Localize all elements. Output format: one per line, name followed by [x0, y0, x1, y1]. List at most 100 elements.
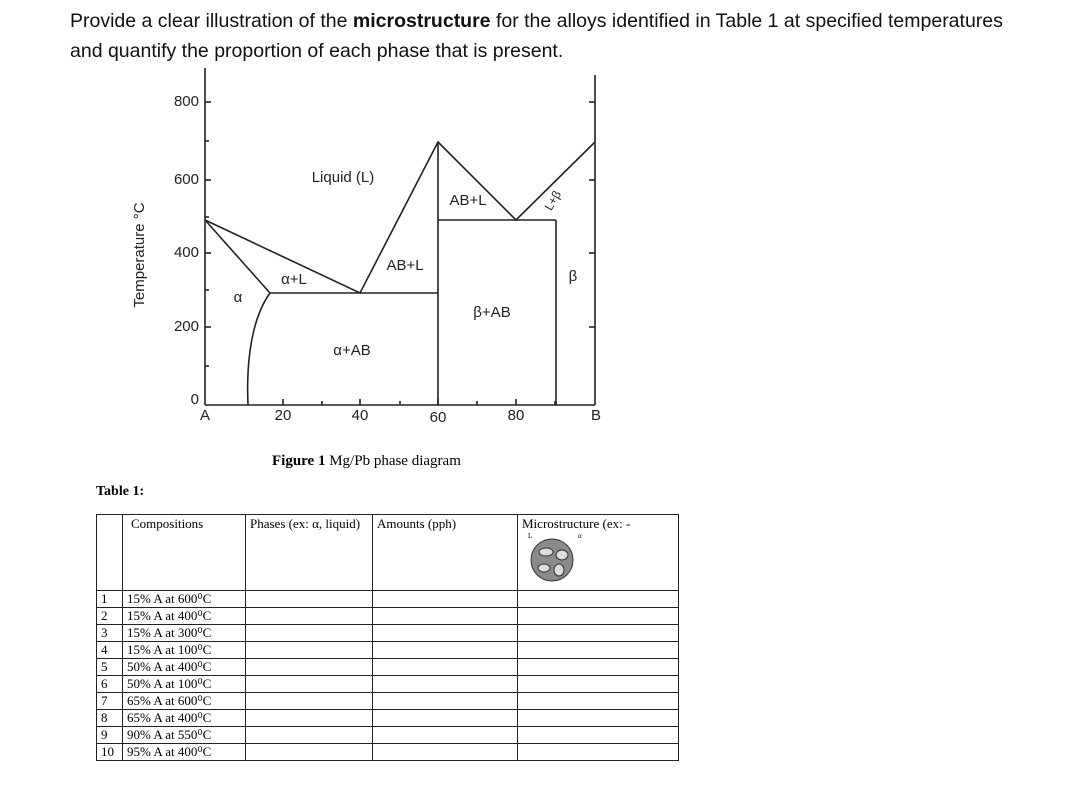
text: Provide a clear illustration of the [70, 10, 353, 32]
example-label: L [528, 532, 532, 540]
composition: 95% A at 400⁰C [122, 743, 246, 761]
cell [517, 743, 679, 761]
tick-label: A [200, 407, 210, 424]
cell [245, 624, 373, 642]
region-label: α+AB [333, 342, 370, 359]
row-number: 4 [96, 641, 123, 659]
row: 10 95% A at 400⁰C [96, 743, 679, 761]
row: 7 65% A at 600⁰C [96, 692, 679, 710]
cell [372, 624, 518, 642]
particle [553, 563, 565, 577]
instructions: Provide a clear illustration of the micr… [70, 6, 1010, 66]
cell [372, 641, 518, 659]
composition: 15% A at 100⁰C [122, 641, 246, 659]
tick-label: 0 [191, 391, 199, 408]
row: 6 50% A at 100⁰C [96, 675, 679, 693]
row: 8 65% A at 400⁰C [96, 709, 679, 727]
row: 9 90% A at 550⁰C [96, 726, 679, 744]
tick-label: 80 [508, 407, 525, 424]
row-number: 6 [96, 675, 123, 693]
cell [517, 641, 679, 659]
composition: 15% A at 400⁰C [122, 607, 246, 625]
grain [530, 538, 574, 582]
cell [517, 607, 679, 625]
composition: 65% A at 600⁰C [122, 692, 246, 710]
region-label: Liquid (L) [312, 169, 375, 186]
axis-label: Temperature °C [131, 202, 148, 307]
region-label: α [234, 289, 243, 306]
cell [245, 709, 373, 727]
cell [372, 709, 518, 727]
region-label: β [569, 268, 578, 285]
header-row: Compositions Phases (ex: α, liquid) Amou… [96, 514, 679, 591]
phase-diagram: Temperature °C 800 600 400 200 0 A 20 40… [131, 68, 601, 426]
particle [537, 563, 551, 573]
tick-label: 60 [430, 409, 447, 426]
tick-label: 20 [275, 407, 292, 424]
particle [555, 549, 569, 561]
ticks [205, 101, 595, 405]
region-label: AB+L [386, 257, 423, 274]
tick-label: 40 [352, 407, 369, 424]
cell [372, 658, 518, 676]
row: 2 15% A at 400⁰C [96, 607, 679, 625]
emphasis: microstructure [352, 10, 491, 32]
cell [517, 658, 679, 676]
cell [517, 590, 679, 608]
cell [372, 692, 518, 710]
caption-text: Mg/Pb phase diagram [329, 453, 461, 469]
region-label: AB+L [449, 192, 486, 209]
row-number: 8 [96, 709, 123, 727]
row-number: 7 [96, 692, 123, 710]
figure-caption: Figure 1 Mg/Pb phase diagram [272, 453, 461, 470]
tick-label: B [591, 407, 601, 424]
header-cell: Compositions [122, 514, 246, 591]
tick-label: 200 [174, 318, 199, 335]
cell [372, 590, 518, 608]
region-label: α+L [281, 271, 307, 288]
cell [245, 726, 373, 744]
row-number: 5 [96, 658, 123, 676]
cell [96, 514, 123, 591]
row-number: 10 [96, 743, 123, 761]
region-label: β+AB [473, 304, 510, 321]
header-cell: Amounts (pph) [372, 514, 518, 591]
composition: 50% A at 400⁰C [122, 658, 246, 676]
cell [517, 709, 679, 727]
header-cell: Phases (ex: α, liquid) [245, 514, 373, 591]
cell [517, 726, 679, 744]
cell [517, 692, 679, 710]
composition: 50% A at 100⁰C [122, 675, 246, 693]
cell [245, 692, 373, 710]
cell [245, 675, 373, 693]
composition: 15% A at 300⁰C [122, 624, 246, 642]
text: for the alloys identified in Table 1 at … [70, 10, 1003, 62]
cell [245, 641, 373, 659]
row: 1 15% A at 600⁰C [96, 590, 679, 608]
composition: 90% A at 550⁰C [122, 726, 246, 744]
table-body: Compositions Phases (ex: α, liquid) Amou… [96, 514, 679, 761]
row: 5 50% A at 400⁰C [96, 658, 679, 676]
cell [517, 624, 679, 642]
caption-label: Figure 1 [272, 453, 326, 469]
cell [245, 607, 373, 625]
header-cell: Microstructure (ex: - L α [517, 514, 679, 591]
cell [372, 607, 518, 625]
row-number: 1 [96, 590, 123, 608]
header-text: Microstructure (ex: - [522, 516, 631, 531]
composition: 65% A at 400⁰C [122, 709, 246, 727]
cell [372, 726, 518, 744]
tick-label: 800 [174, 93, 199, 110]
cell [372, 675, 518, 693]
row-number: 3 [96, 624, 123, 642]
table: Compositions Phases (ex: α, liquid) Amou… [96, 514, 679, 761]
row-number: 2 [96, 607, 123, 625]
cell [372, 743, 518, 761]
cell [517, 675, 679, 693]
example-microstructure: L α [528, 532, 582, 582]
tick-label: 600 [174, 171, 199, 188]
solidus [204, 219, 271, 294]
example-label: α [578, 532, 582, 540]
cell [245, 590, 373, 608]
composition: 15% A at 600⁰C [122, 590, 246, 608]
